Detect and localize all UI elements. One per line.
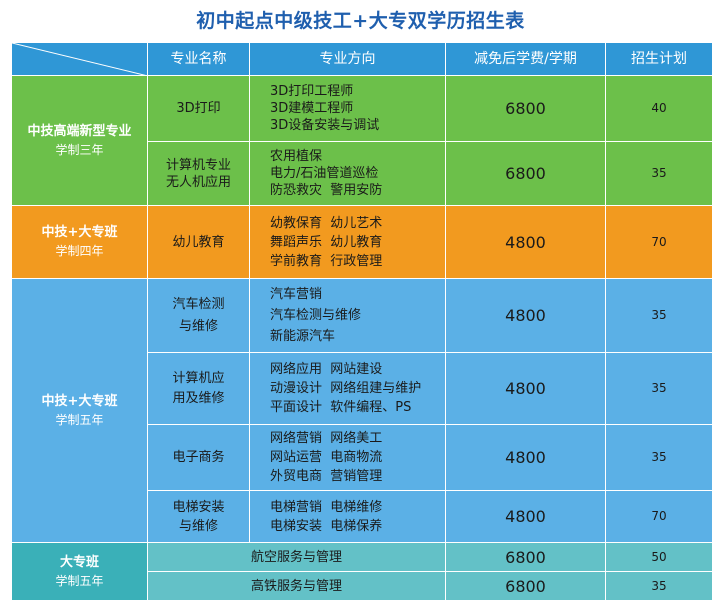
group-name: 大专班	[59, 554, 99, 570]
major-name: 与维修	[178, 518, 218, 534]
major-cell: 3D打印	[148, 76, 250, 142]
major-name: 计算机应	[172, 370, 225, 386]
diagonal-divider	[12, 43, 148, 76]
header-direction: 专业方向	[250, 43, 446, 76]
direction-item: 网站运营 电商物流	[270, 450, 383, 465]
direction-cell: 网络营销 网络美工 网站运营 电商物流 外贸电商 营销管理	[250, 425, 446, 491]
fee-cell: 4800	[446, 353, 606, 425]
major-cell: 计算机应 用及维修	[148, 353, 250, 425]
plan-cell: 35	[606, 353, 713, 425]
plan-cell: 35	[606, 279, 713, 353]
direction-item: 动漫设计 网络组建与维护	[270, 381, 422, 396]
major-cell: 计算机专业 无人机应用	[148, 142, 250, 206]
direction-item: 网络应用 网站建设	[270, 362, 383, 377]
major-name: 电子商务	[172, 450, 225, 465]
direction-item: 3D设备安装与调试	[270, 118, 380, 133]
plan-cell: 50	[606, 543, 713, 572]
group-label: 中技高端新型专业 学制三年	[12, 76, 148, 206]
table-title: 初中起点中级技工+大专双学历招生表	[196, 10, 525, 32]
major-cell: 汽车检测 与维修	[148, 279, 250, 353]
direction-item: 平面设计 软件编程、PS	[270, 400, 412, 415]
group-name: 中技+大专班	[41, 393, 118, 409]
direction-cell: 网络应用 网站建设 动漫设计 网络组建与维护 平面设计 软件编程、PS	[250, 353, 446, 425]
fee-cell: 4800	[446, 491, 606, 543]
direction-item: 舞蹈声乐 幼儿教育	[270, 234, 383, 250]
direction-item: 电梯营销 电梯维修	[270, 499, 383, 515]
direction-item: 新能源汽车	[270, 329, 336, 344]
major-cell: 电子商务	[148, 425, 250, 491]
plan-cell: 35	[606, 572, 713, 601]
group-years: 学制三年	[55, 142, 104, 157]
plan-cell: 40	[606, 76, 713, 142]
group-label: 中技+大专班 学制四年	[12, 206, 148, 279]
direction-item: 电梯安装 电梯保养	[270, 518, 383, 534]
header-fee: 减免后学费/学期	[446, 43, 606, 76]
group-name: 中技高端新型专业	[27, 123, 132, 139]
direction-item: 汽车营销	[270, 287, 323, 302]
group-name: 中技+大专班	[41, 225, 118, 240]
plan-cell: 70	[606, 491, 713, 543]
direction-cell: 幼教保育 幼儿艺术 舞蹈声乐 幼儿教育 学前教育 行政管理	[250, 206, 446, 279]
fee-cell: 6800	[446, 76, 606, 142]
fee-cell: 4800	[446, 425, 606, 491]
direction-cell: 3D打印工程师 3D建模工程师 3D设备安装与调试	[250, 76, 446, 142]
merged-direction-cell: 高铁服务与管理	[148, 572, 446, 601]
group-label: 大专班 学制五年	[12, 543, 148, 601]
fee-cell: 6800	[446, 572, 606, 601]
direction-cell: 电梯营销 电梯维修 电梯安装 电梯保养	[250, 491, 446, 543]
plan-cell: 35	[606, 425, 713, 491]
major-name: 3D打印	[176, 101, 221, 116]
merged-direction-cell: 航空服务与管理	[148, 543, 446, 572]
direction-item: 电力/石油管道巡检	[270, 166, 379, 181]
direction-item: 3D打印工程师	[270, 84, 354, 99]
direction-item: 幼教保育 幼儿艺术	[270, 215, 383, 231]
direction-item: 学前教育 行政管理	[270, 253, 383, 269]
header-plan: 招生计划	[606, 43, 713, 76]
major-name: 电梯安装	[172, 499, 225, 515]
direction-item: 3D建模工程师	[270, 101, 354, 116]
direction-cell: 农用植保 电力/石油管道巡检 防恐救灾 警用安防	[250, 142, 446, 206]
fee-cell: 6800	[446, 142, 606, 206]
fee-cell: 4800	[446, 206, 606, 279]
direction-item: 农用植保	[270, 149, 323, 164]
group-years: 学制五年	[55, 412, 104, 427]
direction-item: 网络营销 网络美工	[270, 431, 383, 446]
plan-cell: 70	[606, 206, 713, 279]
header-major: 专业名称	[148, 43, 250, 76]
direction-item: 防恐救灾 警用安防	[270, 183, 383, 198]
major-name: 幼儿教育	[172, 234, 225, 250]
major-name: 与维修	[178, 318, 218, 334]
plan-cell: 35	[606, 142, 713, 206]
major-name: 计算机专业	[165, 157, 231, 173]
direction-item: 汽车检测与维修	[270, 308, 362, 323]
direction-item: 外贸电商 营销管理	[270, 469, 383, 484]
major-cell: 幼儿教育	[148, 206, 250, 279]
major-cell: 电梯安装 与维修	[148, 491, 250, 543]
major-name: 无人机应用	[165, 174, 231, 190]
major-name: 用及维修	[172, 390, 225, 406]
major-name: 汽车检测	[172, 296, 225, 312]
group-years: 学制五年	[55, 573, 104, 588]
fee-cell: 6800	[446, 543, 606, 572]
fee-cell: 4800	[446, 279, 606, 353]
group-label: 中技+大专班 学制五年	[12, 279, 148, 543]
header-corner	[12, 43, 148, 76]
direction-cell: 汽车营销 汽车检测与维修 新能源汽车	[250, 279, 446, 353]
group-years: 学制四年	[55, 244, 104, 258]
